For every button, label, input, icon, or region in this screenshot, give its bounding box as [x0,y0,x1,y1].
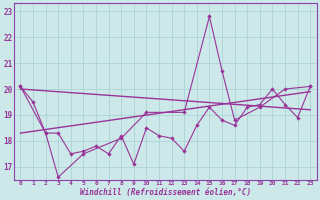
X-axis label: Windchill (Refroidissement éolien,°C): Windchill (Refroidissement éolien,°C) [80,188,251,197]
